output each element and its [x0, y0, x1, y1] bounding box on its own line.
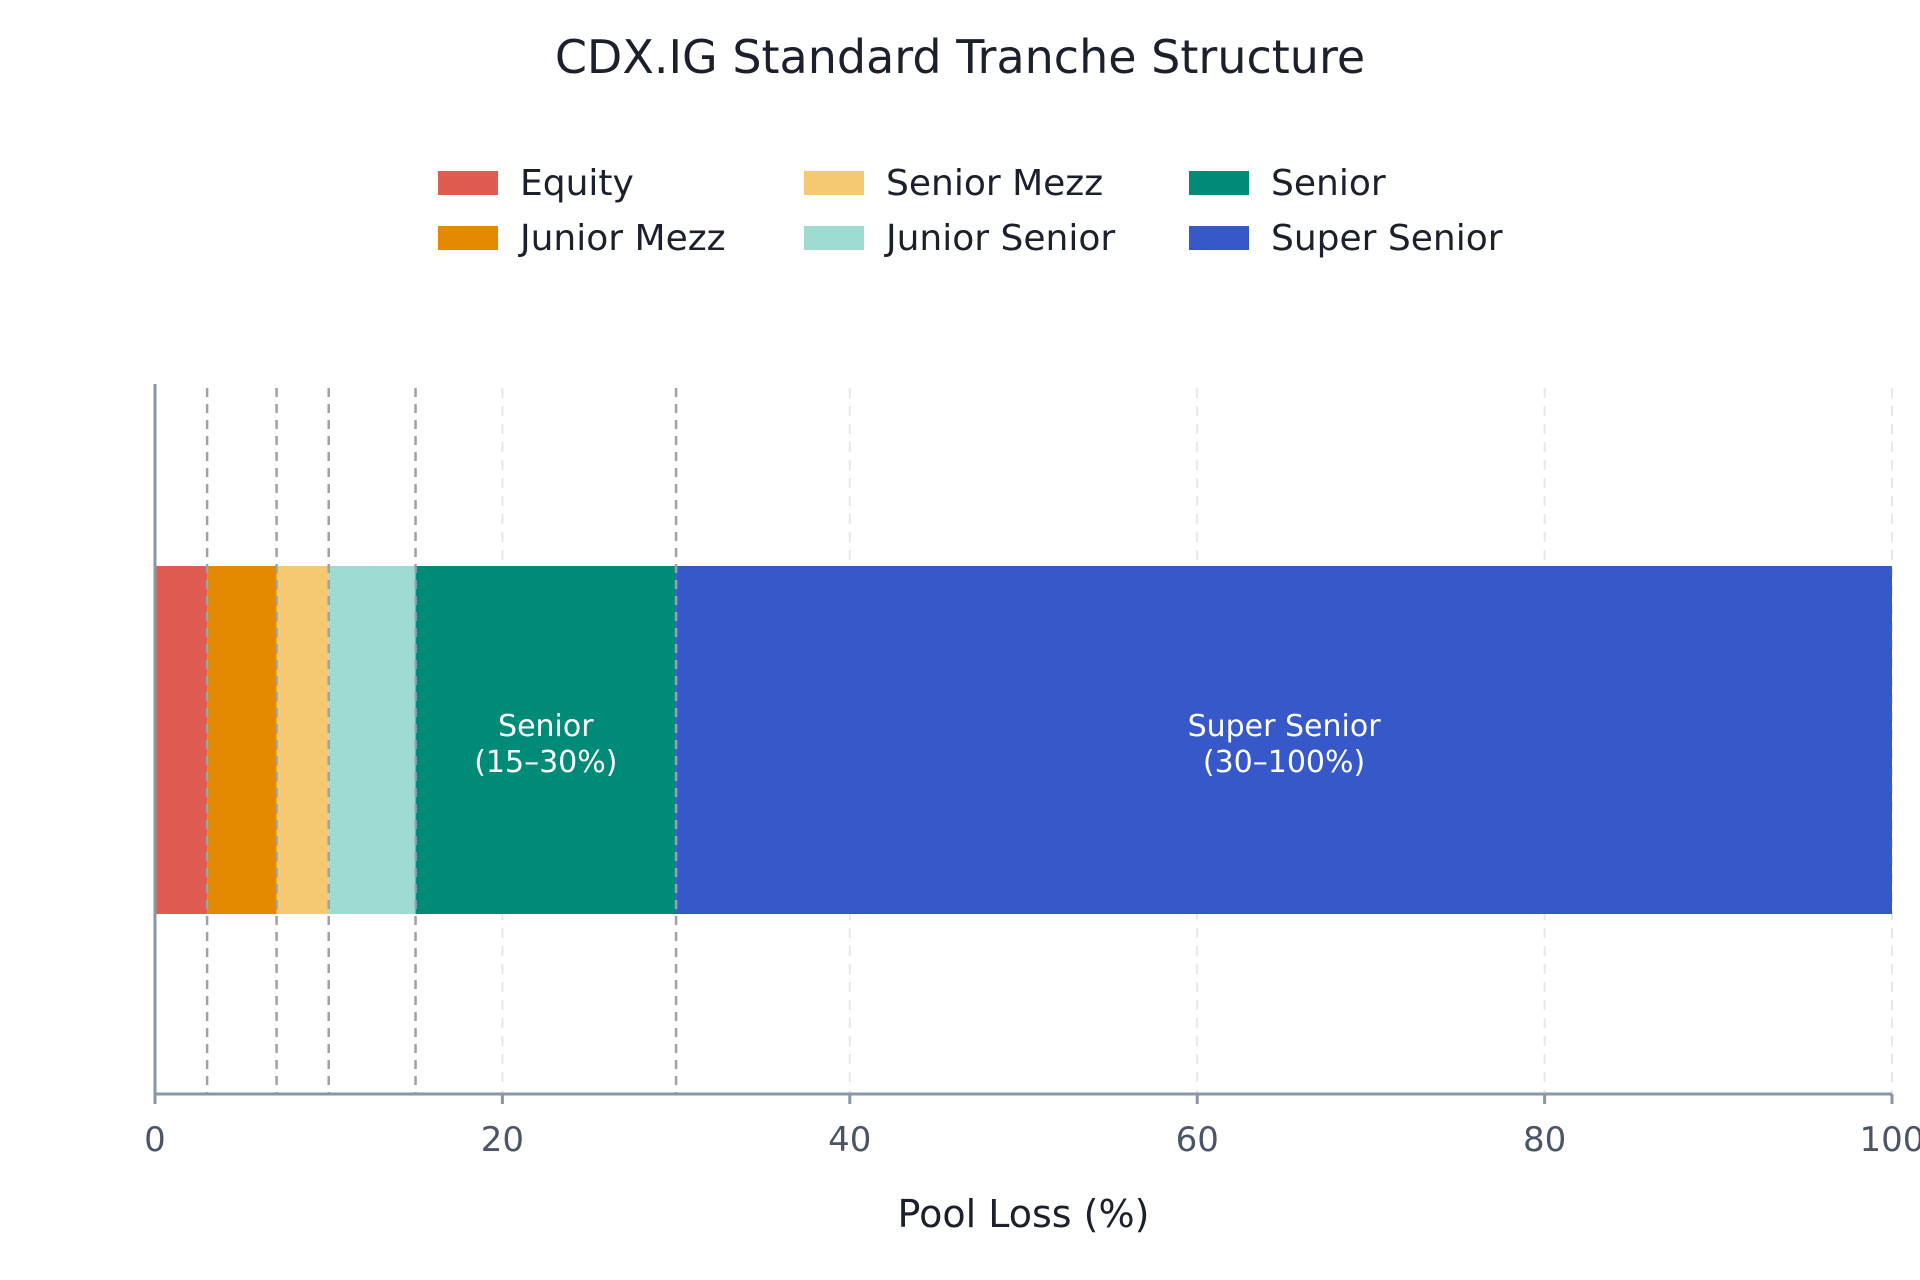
- legend-item-equity: Equity: [438, 158, 634, 208]
- legend-swatch: [1189, 226, 1249, 250]
- bar-segment: [415, 566, 677, 914]
- bar-segment: [676, 566, 1892, 914]
- x-tick-label: 100: [1860, 1120, 1920, 1160]
- chart-title: CDX.IG Standard Tranche Structure: [554, 30, 1366, 84]
- x-axis-title: Pool Loss (%): [898, 1192, 1150, 1236]
- legend: Equity Junior Mezz Senior Mezz Junior Se…: [438, 158, 1518, 278]
- legend-label: Junior Mezz: [520, 217, 726, 259]
- bar-segment: [276, 566, 329, 914]
- legend-label: Senior Mezz: [886, 162, 1104, 204]
- x-tick-label: 60: [1176, 1120, 1219, 1160]
- bar-segment: [207, 566, 277, 914]
- x-tick-label: 0: [144, 1120, 166, 1160]
- legend-swatch: [438, 226, 498, 250]
- legend-item-senior-mezz: Senior Mezz: [804, 158, 1103, 208]
- legend-swatch: [1189, 171, 1249, 195]
- legend-item-junior-mezz: Junior Mezz: [438, 213, 726, 263]
- legend-label: Equity: [520, 162, 634, 204]
- legend-label: Senior: [1271, 162, 1386, 204]
- bar-data-label: Senior (15–30%): [474, 709, 617, 780]
- legend-label: Junior Senior: [886, 217, 1116, 259]
- legend-swatch: [804, 226, 864, 250]
- bar-segment: [155, 566, 208, 914]
- legend-item-super-senior: Super Senior: [1189, 213, 1503, 263]
- x-tick-label: 40: [828, 1120, 871, 1160]
- legend-swatch: [438, 171, 498, 195]
- legend-swatch: [804, 171, 864, 195]
- bar-data-label: Super Senior (30–100%): [1188, 709, 1382, 780]
- legend-item-junior-senior: Junior Senior: [804, 213, 1115, 263]
- bar-segment: [328, 566, 416, 914]
- legend-label: Super Senior: [1271, 217, 1503, 259]
- x-tick-label: 20: [481, 1120, 524, 1160]
- x-tick-label: 80: [1523, 1120, 1566, 1160]
- legend-item-senior: Senior: [1189, 158, 1386, 208]
